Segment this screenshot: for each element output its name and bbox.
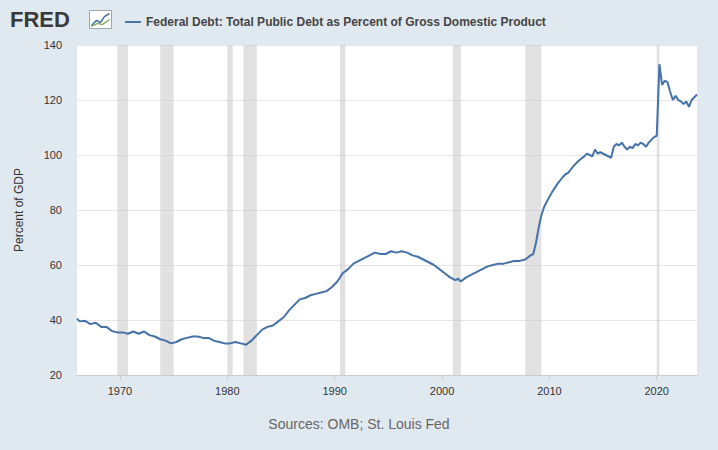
svg-text:Percent of GDP: Percent of GDP — [12, 168, 26, 252]
svg-text:2000: 2000 — [430, 385, 454, 397]
svg-text:40: 40 — [50, 314, 62, 326]
svg-text:1980: 1980 — [215, 385, 239, 397]
svg-text:2010: 2010 — [537, 385, 561, 397]
svg-text:FRED: FRED — [10, 7, 70, 32]
svg-text:1970: 1970 — [108, 385, 132, 397]
svg-text:Federal Debt: Total Public Deb: Federal Debt: Total Public Debt as Perce… — [146, 15, 546, 29]
svg-text:2020: 2020 — [644, 385, 668, 397]
svg-text:140: 140 — [44, 39, 62, 51]
svg-text:20: 20 — [50, 369, 62, 381]
svg-text:100: 100 — [44, 149, 62, 161]
svg-text:60: 60 — [50, 259, 62, 271]
svg-text:80: 80 — [50, 204, 62, 216]
svg-text:120: 120 — [44, 94, 62, 106]
svg-text:1990: 1990 — [322, 385, 346, 397]
svg-text:Sources: OMB; St. Louis Fed: Sources: OMB; St. Louis Fed — [268, 416, 449, 432]
